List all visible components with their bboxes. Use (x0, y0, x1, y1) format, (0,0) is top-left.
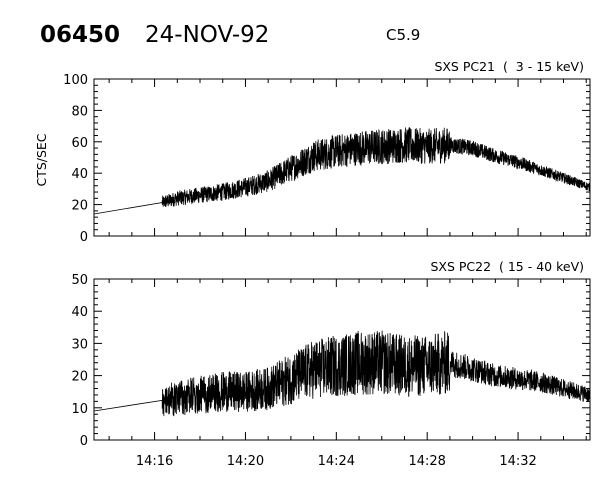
y-tick-label: 40 (71, 305, 88, 320)
series-line (93, 330, 591, 417)
y-tick-label: 0 (80, 230, 88, 245)
event-date: 24-NOV-92 (145, 22, 269, 48)
x-tick-label: 14:28 (408, 454, 445, 469)
panel-bottom-frame (93, 278, 591, 441)
panel-top: SXS PC21 ( 3 - 15 keV) CTS/SEC 0 20 40 60 80… (34, 59, 591, 245)
y-tick-label: 20 (71, 370, 88, 385)
y-tick-label: 60 (71, 136, 88, 151)
x-tick-label: 14:24 (318, 454, 355, 469)
event-id: 06450 (40, 22, 120, 48)
y-tick-label: 50 (71, 273, 88, 288)
panel-bottom-title: SXS PC22 ( 15 - 40 keV) (430, 259, 584, 274)
panel-top-y-label: CTS/SEC (34, 133, 49, 186)
y-tick-label: 40 (71, 167, 88, 182)
y-tick-label: 20 (71, 199, 88, 214)
panel-top-frame (93, 78, 591, 237)
series-line (93, 127, 591, 215)
y-tick-label: 0 (80, 434, 88, 449)
x-tick-label: 14:16 (136, 454, 173, 469)
panel-top-title: SXS PC21 ( 3 - 15 keV) (434, 59, 584, 74)
y-tick-label: 80 (71, 104, 88, 119)
y-tick-label: 100 (63, 73, 88, 88)
y-tick-label: 30 (71, 337, 88, 352)
flare-class: C5.9 (386, 26, 420, 44)
y-tick-label: 10 (71, 402, 88, 417)
x-tick-label: 14:20 (227, 454, 264, 469)
x-tick-label: 14:32 (499, 454, 536, 469)
panel-bottom: SXS PC22 ( 15 - 40 keV) 0 10 20 30 40 50 14:16… (71, 259, 591, 469)
